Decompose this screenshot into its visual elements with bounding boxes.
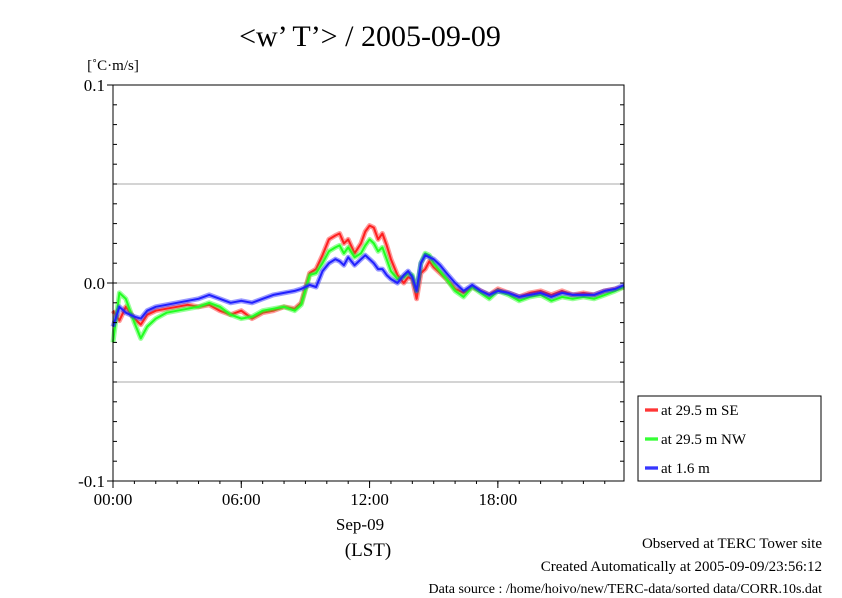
- x-tick-label: 12:00: [350, 490, 389, 509]
- legend-label-1: at 29.5 m SE: [661, 403, 739, 419]
- legend-label-3: at 1.6 m: [661, 461, 710, 477]
- series-lines: [110, 223, 626, 343]
- y-tick-label: 0.0: [84, 274, 105, 293]
- footer-created: Created Automatically at 2005-09-09/23:5…: [540, 559, 822, 575]
- y-tick-label: -0.1: [78, 472, 105, 491]
- y-tick-label: 0.1: [84, 76, 105, 95]
- axis-ticks: 0.1 0.0 -0.100:00 06:00 12:00 18:00: [78, 76, 624, 509]
- y-axis-unit: [˚C·m/s]: [87, 58, 139, 74]
- series-line-2: [112, 238, 625, 343]
- x-tick-label: 18:00: [478, 490, 517, 509]
- footer-data-source: Data source : /home/hoivo/new/TERC-data/…: [428, 582, 822, 597]
- legend-box: [637, 395, 822, 482]
- x-tick-label: 06:00: [222, 490, 261, 509]
- legend-label-2: at 29.5 m NW: [661, 432, 747, 448]
- x-tick-label: 00:00: [94, 490, 133, 509]
- series-line-3: [112, 254, 625, 327]
- grid-lines: [113, 183, 624, 383]
- x-axis-label: (LST): [345, 540, 391, 561]
- footer-observed: Observed at TERC Tower site: [641, 536, 822, 552]
- x-axis-date-label: Sep-09: [336, 515, 384, 534]
- chart-title: <w’ T’> / 2005-09-09: [239, 20, 501, 53]
- legend: at 29.5 m SE at 29.5 m NW at 1.6 m: [637, 395, 822, 482]
